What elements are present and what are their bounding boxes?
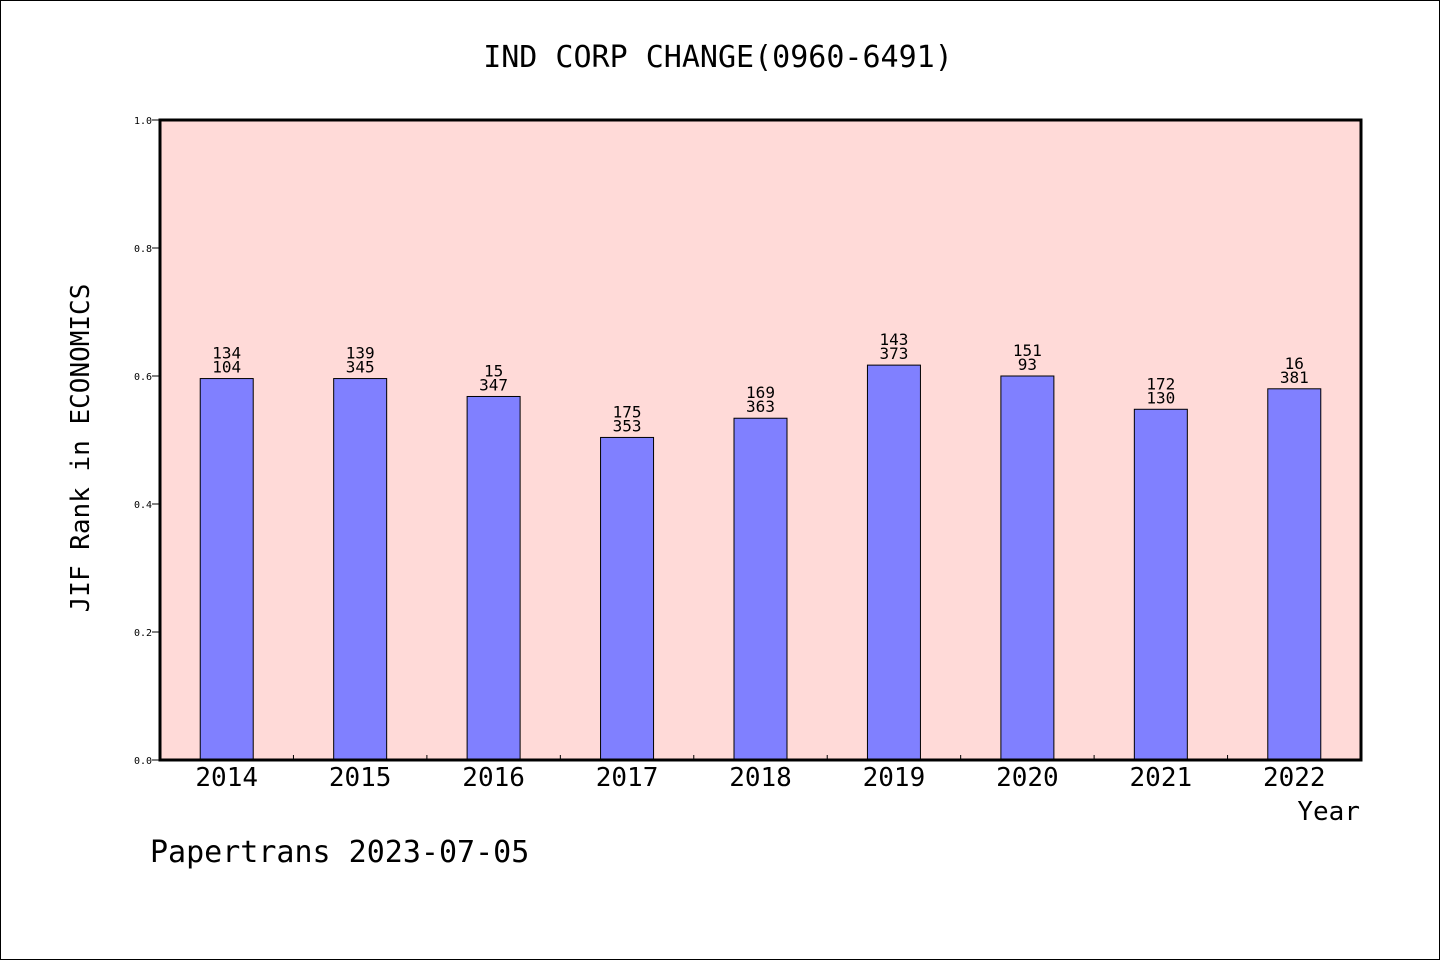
bar <box>466 395 521 761</box>
data-label-bottom: 93 <box>1018 355 1037 374</box>
bar <box>199 378 254 761</box>
y-tick-label: 0.8 <box>134 244 152 255</box>
bar <box>1133 408 1188 761</box>
data-label-bottom: 363 <box>746 397 775 416</box>
footer-watermark: Papertrans 2023-07-05 <box>150 835 530 870</box>
data-label-top: 15 <box>484 361 503 380</box>
data-label-bottom: 353 <box>613 416 642 435</box>
y-tick-label: 0.0 <box>134 756 152 767</box>
data-label-top: 175 <box>613 402 642 421</box>
data-label-top: 172 <box>1146 374 1175 393</box>
y-tick-label: 0.2 <box>134 628 152 639</box>
bar <box>733 417 788 761</box>
data-label-top: 139 <box>346 344 375 363</box>
x-tick-label: 2016 <box>462 763 525 793</box>
x-tick-label: 2021 <box>1130 763 1193 793</box>
bar <box>333 378 388 761</box>
x-tick-label: 2017 <box>596 763 659 793</box>
bar <box>600 436 655 761</box>
x-tick-label: 2019 <box>863 763 926 793</box>
data-label-top: 151 <box>1013 341 1042 360</box>
data-label-top: 134 <box>212 344 241 363</box>
y-tick-label: 0.6 <box>134 372 152 383</box>
chart-title: IND CORP CHANGE(0960-6491) <box>483 40 953 75</box>
x-tick-label: 2018 <box>729 763 792 793</box>
data-label-top: 143 <box>879 330 908 349</box>
data-label-bottom: 345 <box>346 358 375 377</box>
y-tick-label: 1.0 <box>134 116 152 127</box>
y-tick-label: 0.4 <box>134 500 152 511</box>
y-axis-label: JIF Rank in ECONOMICS <box>66 284 96 613</box>
plot-border <box>158 118 1363 762</box>
x-tick-label: 2022 <box>1263 763 1326 793</box>
x-tick-label: 2015 <box>329 763 392 793</box>
data-label-bottom: 381 <box>1280 368 1309 387</box>
data-label-bottom: 347 <box>479 375 508 394</box>
bar <box>866 364 921 761</box>
data-label-top: 16 <box>1285 354 1304 373</box>
data-label-bottom: 130 <box>1146 388 1175 407</box>
data-label-bottom: 373 <box>879 344 908 363</box>
data-label-top: 169 <box>746 383 775 402</box>
x-axis-label: Year <box>1297 797 1360 827</box>
x-tick-label: 2014 <box>195 763 258 793</box>
bar <box>1000 375 1055 761</box>
bar <box>1267 388 1322 761</box>
x-tick-label: 2020 <box>996 763 1059 793</box>
data-label-bottom: 104 <box>212 358 241 377</box>
